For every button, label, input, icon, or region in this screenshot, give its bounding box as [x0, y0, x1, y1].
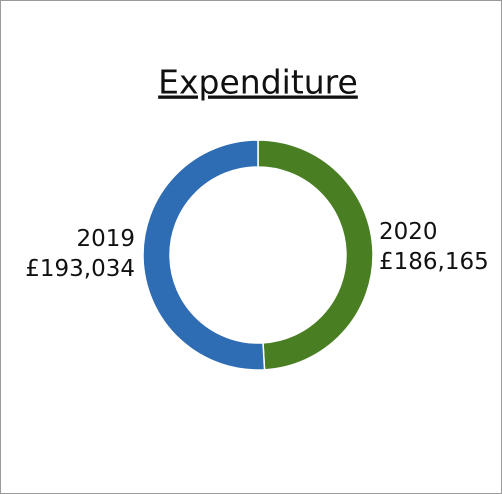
slice-value-label: £193,034: [25, 256, 135, 282]
donut-slice: [142, 139, 266, 371]
slice-category-label: 2019: [76, 226, 135, 252]
slice-value-label: £186,165: [379, 249, 489, 275]
donut-slice: [257, 139, 374, 371]
slice-category-label: 2020: [379, 219, 438, 245]
chart-title: Expenditure: [158, 63, 358, 102]
